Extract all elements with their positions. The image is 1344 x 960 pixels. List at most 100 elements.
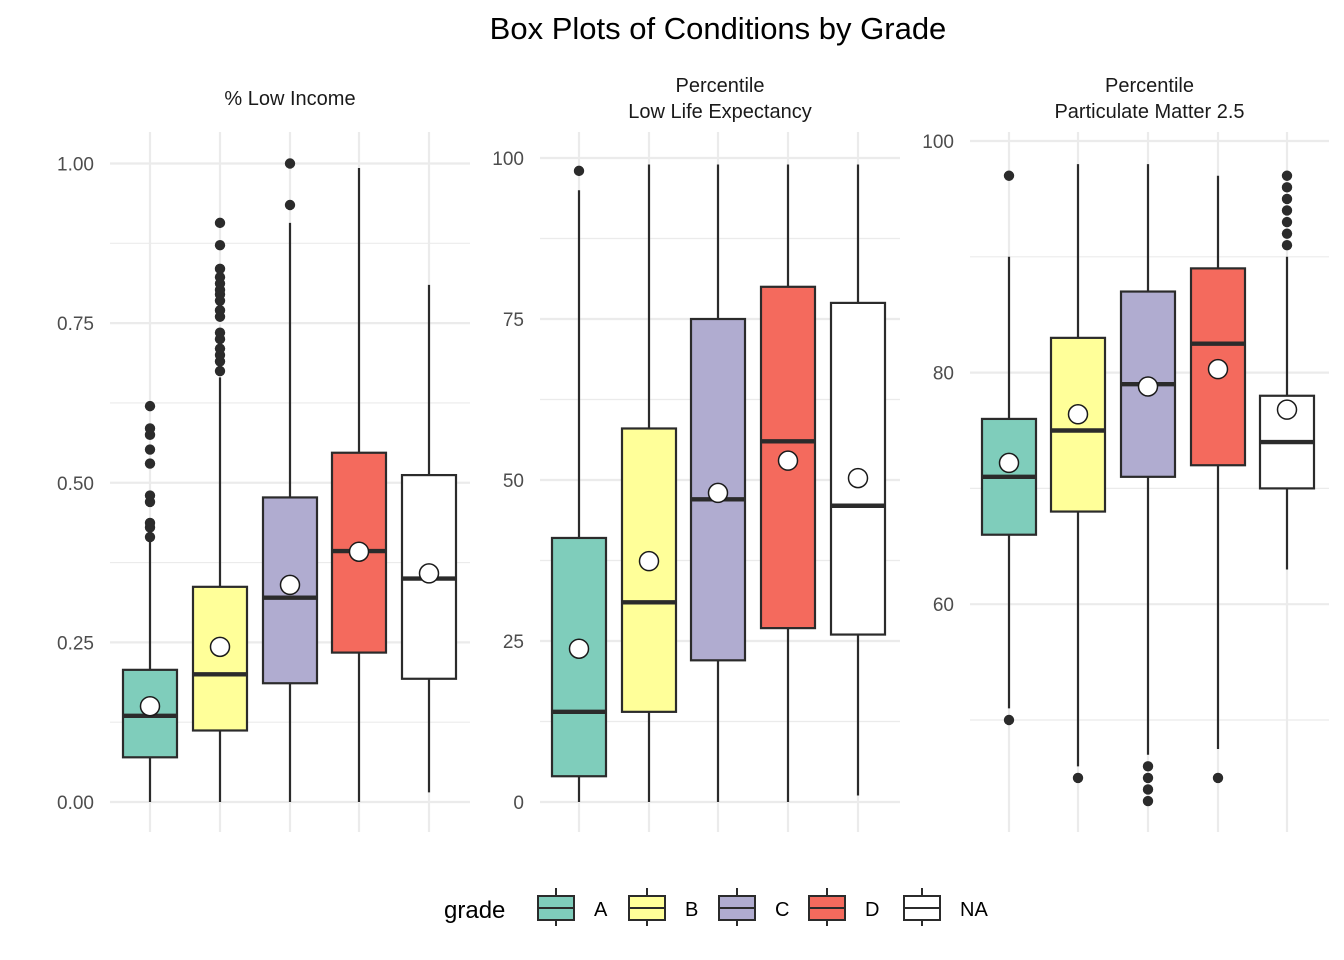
panel-title: Low Life Expectancy [628, 101, 811, 123]
outlier-point [1142, 795, 1154, 807]
outlier-point [214, 271, 226, 283]
box-body [1049, 336, 1107, 513]
panel-3: Percentile Particulate Matter 2.5 60 80 100 [922, 75, 1329, 832]
outlier-point [1281, 182, 1293, 193]
outlier-point [214, 305, 226, 316]
legend-item-B: B [628, 888, 698, 926]
mean-point [568, 638, 590, 659]
legend-item-A: A [537, 888, 608, 926]
mean-point [279, 574, 301, 596]
outlier-point [1281, 193, 1293, 205]
y-tick-label: 1.00 [57, 155, 94, 176]
chart-legend: grade A B C D NA [444, 888, 988, 926]
outlier-point [144, 531, 156, 543]
y-tick-label: 0.50 [57, 474, 94, 495]
legend-label: A [594, 899, 608, 921]
y-tick-label: 0.25 [57, 633, 94, 654]
legend-item-C: C [718, 888, 789, 926]
outlier-point [214, 365, 226, 377]
y-tick-label: 100 [922, 132, 954, 153]
outlier-point [144, 423, 156, 434]
panel-1: % Low Income 0.00 0.25 0.50 0.75 1.00 [57, 88, 470, 832]
mean-point [707, 482, 729, 504]
mean-point [1067, 404, 1089, 425]
outlier-point [573, 165, 585, 177]
outlier-point [284, 158, 296, 169]
mean-point [139, 695, 161, 717]
panel-title: Percentile [676, 75, 765, 97]
y-tick-label: 0 [513, 793, 524, 814]
legend-item-NA: NA [903, 888, 988, 926]
outlier-point [1142, 784, 1154, 795]
panel-title: Percentile [1105, 75, 1194, 97]
y-tick-label: 0.00 [57, 793, 94, 814]
mean-point [1137, 376, 1159, 397]
mean-point [998, 452, 1020, 474]
legend-label: B [685, 899, 698, 921]
outlier-point [144, 517, 156, 529]
box-D [330, 167, 388, 802]
outlier-point [1003, 714, 1015, 726]
outlier-point [1003, 170, 1015, 181]
y-tick-label: 80 [933, 364, 954, 385]
outlier-point [1142, 772, 1154, 784]
outlier-point [1281, 216, 1293, 228]
box-B [1049, 164, 1107, 784]
chart-panels: % Low Income 0.00 0.25 0.50 0.75 1.00 Percenti… [57, 75, 1329, 832]
chart-title: Box Plots of Conditions by Grade [490, 11, 947, 46]
box-D [759, 164, 817, 802]
box-C [261, 158, 319, 802]
y-tick-label: 60 [933, 595, 954, 616]
box-NA [1258, 170, 1316, 570]
mean-point [348, 541, 370, 562]
mean-point [1207, 358, 1229, 380]
y-tick-label: 25 [503, 632, 524, 653]
mean-point [847, 467, 869, 489]
outlier-point [214, 217, 226, 229]
box-A [121, 400, 179, 802]
box-D [1189, 175, 1247, 784]
outlier-point [214, 327, 226, 338]
outlier-point [144, 400, 156, 412]
mean-point [1276, 399, 1298, 420]
outlier-point [144, 444, 156, 455]
box-body [191, 585, 249, 732]
outlier-point [144, 458, 156, 469]
outlier-point [1281, 170, 1293, 181]
outlier-point [214, 240, 226, 251]
mean-point [777, 450, 799, 471]
mean-point [638, 550, 660, 572]
y-tick-label: 50 [503, 471, 524, 492]
outlier-point [1281, 228, 1293, 239]
y-tick-label: 100 [492, 149, 524, 170]
outlier-point [1142, 761, 1154, 772]
panel-2: Percentile Low Life Expectancy 0 25 50 75 100 [492, 75, 900, 832]
box-C [689, 164, 747, 802]
mean-point [418, 563, 440, 584]
legend-label: NA [960, 899, 988, 921]
outlier-point [214, 343, 226, 354]
outlier-point [1281, 205, 1293, 216]
box-NA [400, 284, 458, 793]
outlier-point [1212, 772, 1224, 784]
box-A [550, 165, 608, 802]
box-B [620, 164, 678, 802]
legend-label: D [865, 899, 879, 921]
outlier-point [1281, 240, 1293, 251]
outlier-point [1072, 772, 1084, 784]
y-tick-label: 75 [503, 310, 524, 331]
legend-label: C [775, 899, 789, 921]
outlier-point [144, 490, 156, 501]
legend-title: grade [444, 897, 505, 924]
box-NA [829, 164, 887, 796]
panel-title: % Low Income [224, 88, 355, 110]
box-B [191, 217, 249, 802]
outlier-point [284, 199, 296, 211]
outlier-point [214, 263, 226, 275]
mean-point [209, 636, 231, 658]
legend-item-D: D [808, 888, 879, 926]
y-tick-label: 0.75 [57, 314, 94, 335]
panel-title: Particulate Matter 2.5 [1054, 101, 1244, 123]
box-C [1119, 164, 1177, 807]
